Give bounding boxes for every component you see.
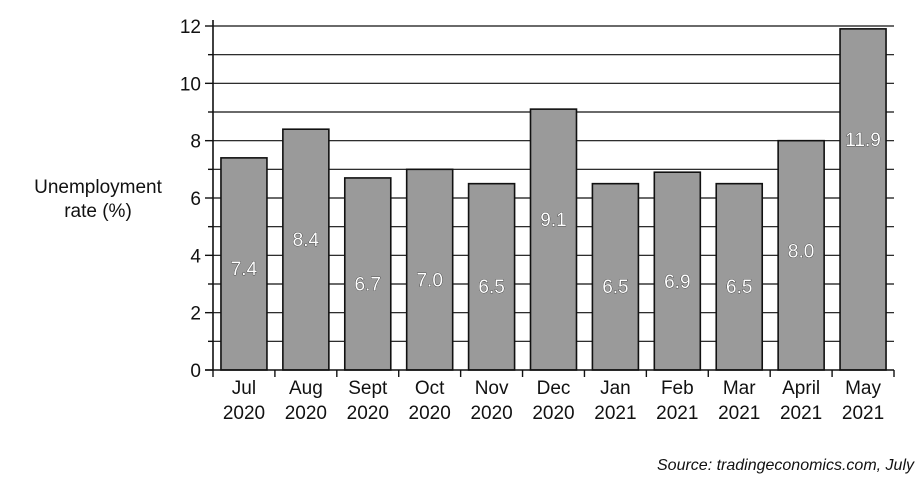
y-tick-label: 8 — [190, 132, 201, 153]
bar-value-label: 6.7 — [355, 275, 381, 296]
x-tick-label-year: 2021 — [842, 403, 884, 424]
source-note: Source: tradingeconomics.com, July — [657, 457, 914, 474]
x-tick-label-year: 2021 — [780, 403, 822, 424]
x-tick-label-month: Jul — [232, 378, 256, 399]
x-tick-label-year: 2020 — [409, 403, 451, 424]
bar-value-label: 8.4 — [293, 230, 320, 251]
x-tick-label-month: May — [845, 378, 881, 399]
x-tick-label-year: 2021 — [718, 403, 760, 424]
bar — [529, 108, 578, 371]
y-axis-label-line-2: rate (%) — [64, 201, 132, 222]
bar-value-label: 11.9 — [845, 130, 881, 151]
x-tick-label-year: 2020 — [532, 403, 574, 424]
bar-value-label: 7.4 — [231, 259, 258, 280]
bar — [282, 128, 330, 371]
x-tick-label-month: Jan — [600, 378, 631, 399]
bar — [343, 177, 392, 371]
x-tick-label-month: Feb — [661, 378, 694, 399]
bar — [653, 171, 702, 371]
y-axis-label-line-1: Unemployment — [34, 177, 162, 198]
bar — [220, 157, 268, 371]
x-tick-label-month: Mar — [723, 378, 756, 399]
bar — [405, 168, 454, 371]
bar-value-label: 6.5 — [602, 277, 628, 298]
y-tick-label: 12 — [180, 17, 201, 38]
bar-value-label: 6.9 — [664, 272, 690, 293]
x-tick-label-year: 2020 — [285, 403, 327, 424]
bar — [591, 182, 640, 371]
x-tick-label-month: Sept — [348, 378, 388, 399]
bar-value-label: 6.5 — [726, 277, 752, 298]
y-tick-label: 10 — [180, 74, 201, 95]
bar-value-label: 8.0 — [788, 242, 814, 263]
y-axis-label: Unemployment rate (%) — [18, 176, 178, 224]
x-tick-label-year: 2020 — [470, 403, 512, 424]
y-tick-label: 4 — [190, 246, 201, 267]
y-tick-label: 0 — [190, 361, 201, 382]
y-tick-label: 6 — [190, 189, 201, 210]
bar — [777, 139, 825, 371]
y-tick-label: 2 — [190, 304, 201, 325]
bar-value-label: 9.1 — [540, 210, 566, 231]
x-tick-label-month: Aug — [289, 378, 323, 399]
x-tick-label-year: 2021 — [594, 403, 636, 424]
bar-value-label: 7.0 — [416, 270, 442, 291]
x-tick-label-year: 2021 — [656, 403, 698, 424]
x-tick-label-month: April — [782, 378, 820, 399]
bar — [715, 182, 764, 371]
x-tick-label-year: 2020 — [223, 403, 265, 424]
x-tick-label-year: 2020 — [347, 403, 389, 424]
x-tick-label-month: Dec — [537, 378, 571, 399]
x-tick-label-month: Oct — [415, 378, 445, 399]
bar — [839, 28, 887, 371]
bar-value-label: 6.5 — [478, 277, 504, 298]
x-tick-label-month: Nov — [475, 378, 509, 399]
